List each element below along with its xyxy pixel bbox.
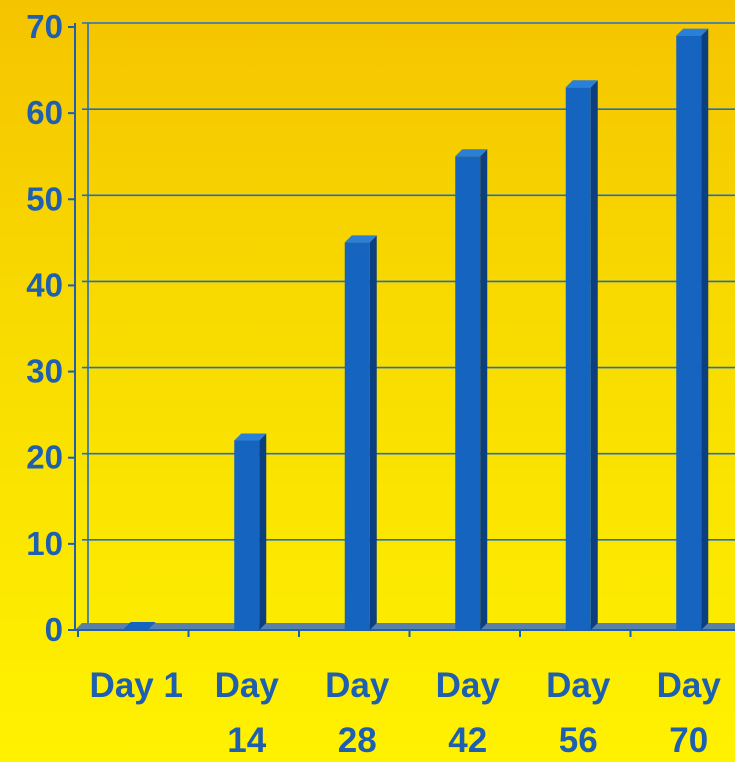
bar-side-5 [701,28,709,631]
x-tick-label-2-line-0: Day [325,666,390,705]
bar-front-5 [676,35,702,631]
bar-top-4 [565,80,598,88]
floor-top [75,623,735,630]
x-tick-label-2-line-1: 28 [338,721,377,760]
x-tick-label-4-line-1: 56 [559,721,598,760]
bar-4 [565,80,598,631]
bar-front-2 [344,242,370,630]
y-tick-label-4: 40 [26,266,63,303]
y-tick-labels: 0 10 20 30 40 50 60 70 [26,8,63,648]
gridlines [82,22,735,626]
bar-3 [455,149,488,630]
x-tick-label-4: Day 56 [546,666,611,760]
x-tick-label-0-line-0: Day 1 [90,666,183,705]
x-tick-label-3: Day 42 [436,666,501,760]
bar-0 [123,622,156,629]
x-tick-label-4-line-0: Day [546,666,611,705]
y-tick-label-1: 10 [26,525,63,562]
bar-side-1 [259,433,267,630]
bar-top-5 [676,28,709,36]
x-tick-label-2: Day 28 [325,666,390,760]
bar-front-3 [455,156,481,630]
bar-front-4 [565,87,591,631]
bar-top-3 [455,149,488,157]
x-tick-label-3-line-1: 42 [448,721,487,760]
bar-top-2 [344,235,377,243]
x-tick-labels: Day 1 Day 14 Day 28 Day 42 Day 56 Day 70 [90,666,722,760]
x-tick-label-5-line-0: Day [657,666,722,705]
x-tick-label-1-line-1: 14 [227,721,266,760]
y-tick-label-6: 60 [26,94,63,131]
y-tick-label-3: 30 [26,353,63,390]
bar-2 [344,235,377,630]
x-tick-label-0: Day 1 [90,666,183,705]
x-tick-label-5: Day 70 [657,666,722,760]
y-tick-label-2: 20 [26,439,63,476]
chart-floor [75,623,735,637]
bar-side-3 [480,149,488,630]
bar-5 [676,28,709,631]
y-axis [68,23,76,631]
bar-top-1 [234,433,267,441]
bar-side-2 [369,235,377,630]
y-tick-label-5: 50 [26,180,63,217]
bar-flat-0 [123,622,156,629]
y-tick-label-0: 0 [45,611,63,648]
x-tick-label-1-line-0: Day [215,666,280,705]
bar-side-4 [590,80,598,631]
x-tick-label-1: Day 14 [215,666,280,760]
x-tick-label-3-line-0: Day [436,666,501,705]
bar-front-1 [234,440,260,630]
bars [123,28,709,631]
x-tick-label-5-line-1: 70 [669,721,708,760]
y-tick-label-7: 70 [26,8,63,45]
bar-1 [234,433,267,630]
